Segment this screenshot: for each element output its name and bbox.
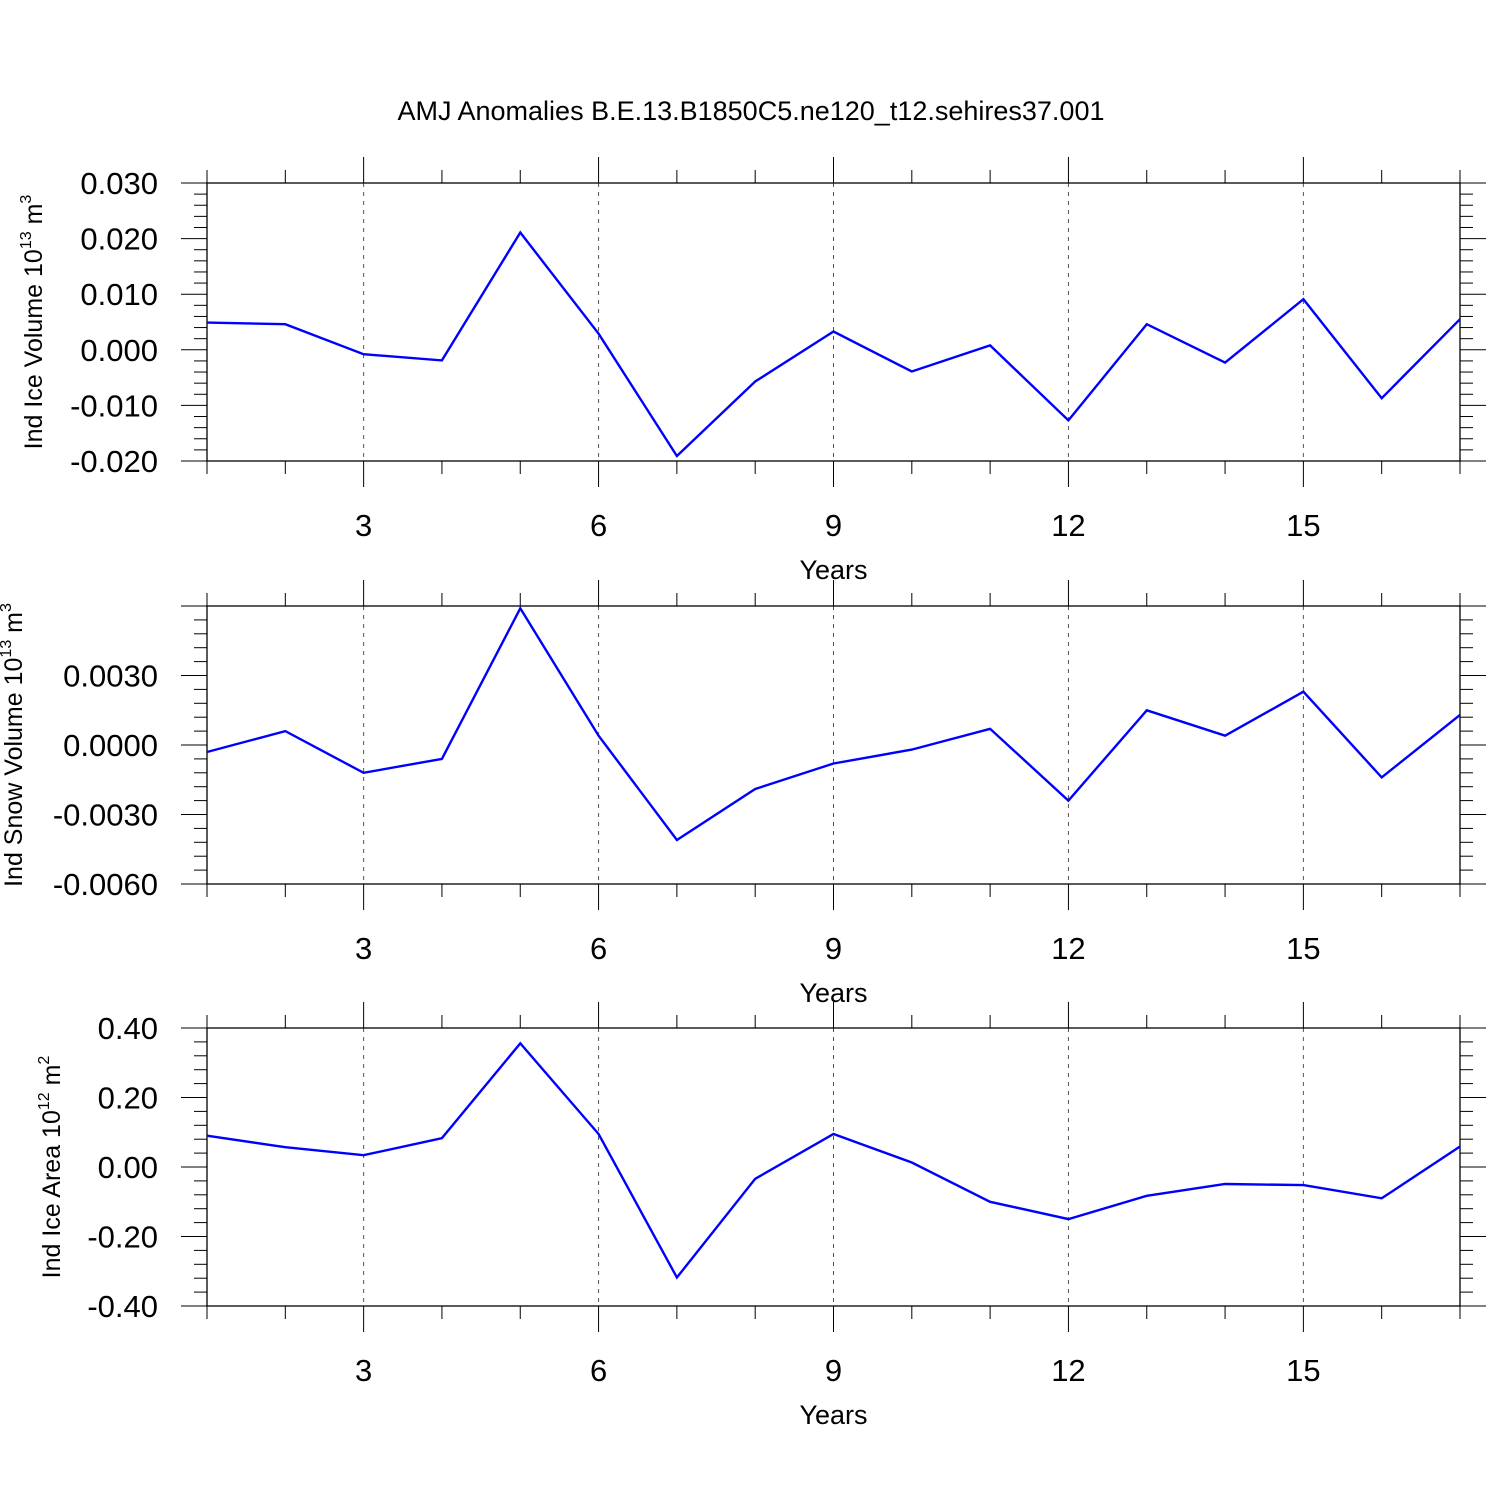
y-tick-label: 0.000: [80, 333, 158, 368]
y-tick-label: 0.20: [98, 1081, 158, 1116]
series-line: [206, 230, 1461, 458]
y-tick-label: -0.0030: [53, 798, 158, 833]
x-tick-label: 3: [355, 931, 372, 966]
y-tick-label: 0.40: [98, 1011, 158, 1046]
x-tick-label: 12: [1051, 931, 1085, 966]
series-line: [206, 605, 1461, 842]
x-tick-label: 12: [1051, 1353, 1085, 1388]
y-tick-label: 0.0030: [63, 659, 158, 694]
panel-bottom: -0.40 -0.20 0.00 0.20 0.40 3 6 9 12 15 Years Ind Ic…: [36, 1002, 1486, 1430]
x-tick-label: 9: [825, 931, 842, 966]
y-axis-label: Ind Ice Volume 1013 m3: [18, 195, 48, 450]
y-axis-label: Ind Ice Area 1012 m2: [36, 1056, 66, 1279]
x-tick-label: 6: [590, 1353, 607, 1388]
x-tick-label: 15: [1286, 931, 1320, 966]
y-tick-label: -0.020: [70, 444, 158, 479]
x-tick-label: 9: [825, 1353, 842, 1388]
y-tick-label: 0.030: [80, 166, 158, 201]
panels: -0.020 -0.010 0.000 0.010 0.020 0.030 3 6 9 12 15 Y…: [0, 157, 1486, 1430]
y-tick-label: -0.010: [70, 388, 158, 423]
x-tick-label: 15: [1286, 508, 1320, 543]
x-tick-label: 9: [825, 508, 842, 543]
x-axis-label: Years: [799, 1400, 867, 1430]
y-tick-label: 0.0000: [63, 728, 158, 763]
chart-title: AMJ Anomalies B.E.13.B1850C5.ne120_t12.s…: [398, 96, 1105, 126]
y-tick-label: 0.020: [80, 222, 158, 257]
y-tick-label: 0.00: [98, 1150, 158, 1185]
x-tick-label: 12: [1051, 508, 1085, 543]
y-tick-label: -0.20: [87, 1220, 158, 1255]
x-tick-label: 6: [590, 931, 607, 966]
y-tick-label: -0.40: [87, 1289, 158, 1324]
y-tick-label: 0.010: [80, 277, 158, 312]
x-tick-label: 6: [590, 508, 607, 543]
y-axis-label: Ind Snow Volume 1013 m3: [0, 603, 28, 887]
series-line: [206, 1041, 1461, 1280]
x-tick-label: 3: [355, 1353, 372, 1388]
x-tick-label: 15: [1286, 1353, 1320, 1388]
y-tick-label: -0.0060: [53, 867, 158, 902]
x-tick-label: 3: [355, 508, 372, 543]
